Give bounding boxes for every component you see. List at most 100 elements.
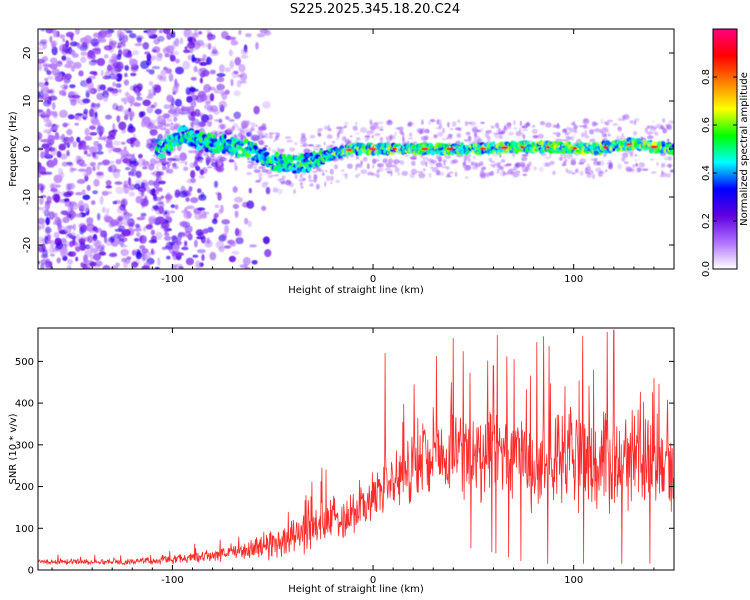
- halo-blob: [286, 180, 289, 183]
- halo-blob: [258, 140, 264, 145]
- halo-blob: [506, 126, 512, 129]
- halo-blob: [185, 155, 188, 159]
- noise-blob: [128, 177, 132, 186]
- halo-blob: [646, 135, 654, 140]
- halo-blob: [261, 168, 269, 173]
- halo-blob: [666, 138, 670, 142]
- noise-blob: [165, 241, 174, 251]
- halo-blob: [442, 127, 445, 134]
- noise-blob: [66, 151, 70, 157]
- halo-blob: [578, 125, 586, 128]
- noise-blob: [38, 47, 45, 51]
- halo-blob: [635, 163, 638, 167]
- halo-blob: [255, 124, 258, 127]
- halo-blob: [362, 156, 368, 162]
- noise-blob: [69, 167, 75, 174]
- halo-blob: [233, 161, 237, 167]
- halo-blob: [590, 158, 598, 161]
- ridge-blob: [264, 151, 270, 156]
- halo-blob: [565, 127, 571, 130]
- halo-blob: [355, 155, 360, 160]
- halo-blob: [621, 132, 624, 137]
- halo-blob: [182, 106, 186, 112]
- halo-blob: [317, 133, 322, 137]
- halo-blob: [424, 128, 430, 134]
- ridge-blob: [204, 147, 210, 153]
- noise-blob: [151, 188, 157, 197]
- halo-blob: [162, 165, 167, 171]
- noise-blob: [218, 209, 222, 215]
- noise-blob: [49, 57, 58, 64]
- ridge-blob: [195, 145, 202, 151]
- noise-blob: [166, 32, 172, 40]
- noise-blob: [86, 217, 94, 224]
- noise-blob: [131, 49, 140, 56]
- noise-blob: [48, 142, 53, 152]
- halo-blob: [474, 161, 478, 168]
- ridge-blob: [255, 159, 260, 163]
- noise-blob: [190, 177, 197, 184]
- noise-blob: [116, 44, 122, 49]
- noise-blob: [139, 245, 146, 250]
- noise-blob: [199, 169, 205, 176]
- noise-blob: [102, 264, 111, 269]
- halo-blob: [580, 132, 585, 138]
- noise-blob: [97, 143, 103, 152]
- halo-blob: [371, 173, 378, 177]
- noise-blob: [85, 266, 91, 269]
- y-tick-label: 20: [22, 47, 33, 60]
- noise-blob: [179, 37, 184, 45]
- noise-blob: [248, 187, 252, 194]
- noise-blob: [193, 65, 198, 73]
- ridge-blob: [509, 149, 514, 154]
- noise-blob: [256, 33, 265, 38]
- ridge-peak: [572, 146, 578, 150]
- noise-blob: [48, 211, 55, 220]
- ridge-blob: [212, 134, 216, 139]
- halo-blob: [172, 158, 177, 161]
- y-tick-label: -20: [22, 237, 33, 253]
- halo-blob: [586, 173, 592, 178]
- halo-blob: [570, 158, 575, 164]
- halo-blob: [346, 163, 353, 169]
- noise-blob: [167, 168, 174, 174]
- noise-blob: [142, 42, 150, 50]
- noise-blob: [120, 199, 126, 209]
- noise-blob: [60, 171, 65, 179]
- noise-blob: [84, 127, 90, 136]
- noise-blob: [138, 153, 143, 159]
- noise-blob: [52, 30, 58, 38]
- ridge-blob: [182, 126, 189, 131]
- noise-blob: [121, 257, 127, 263]
- halo-blob: [387, 119, 392, 123]
- halo-blob: [369, 119, 373, 125]
- halo-blob: [384, 168, 392, 171]
- noise-blob: [51, 247, 59, 253]
- halo-blob: [170, 113, 174, 119]
- noise-blob: [229, 60, 235, 70]
- noise-blob: [116, 205, 124, 214]
- noise-blob: [197, 207, 206, 211]
- halo-blob: [226, 127, 233, 133]
- noise-blob: [190, 76, 197, 81]
- noise-blob: [84, 135, 93, 141]
- colorbar-tick-label: 0.8: [701, 69, 712, 85]
- halo-blob: [660, 125, 664, 130]
- noise-blob: [83, 108, 89, 115]
- noise-blob: [69, 84, 76, 89]
- halo-blob: [250, 127, 255, 132]
- noise-blob: [216, 76, 225, 83]
- halo-blob: [441, 138, 447, 141]
- noise-blob: [198, 31, 203, 35]
- halo-blob: [329, 175, 334, 182]
- halo-blob: [380, 125, 383, 129]
- snr-series-line: [38, 329, 674, 566]
- noise-blob: [184, 240, 188, 246]
- ridge-blob: [447, 150, 451, 156]
- noise-blob: [219, 90, 225, 96]
- noise-blob: [148, 180, 155, 186]
- noise-blob: [206, 29, 211, 34]
- noise-blob: [190, 100, 197, 108]
- noise-blob: [112, 200, 118, 205]
- noise-blob: [94, 260, 103, 267]
